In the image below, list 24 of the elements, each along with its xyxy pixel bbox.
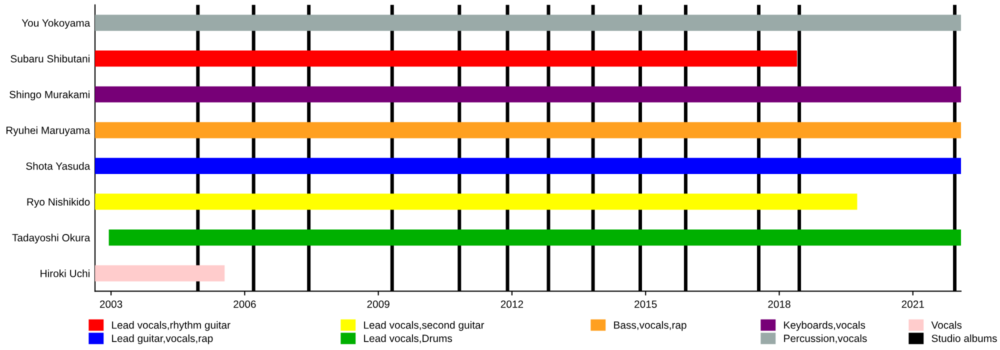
y-tick-label: Shota Yasuda xyxy=(26,162,90,170)
x-tick-label: 2006 xyxy=(234,300,256,308)
y-tick-label: Shingo Murakami xyxy=(10,90,90,100)
legend-label: Lead vocals,rhythm guitar xyxy=(112,321,230,331)
x-tick-label: 2009 xyxy=(367,300,390,308)
legend-label: Vocals xyxy=(931,321,962,329)
x-tick-label: 2018 xyxy=(768,300,790,308)
y-tick-label: Ryuhei Maruyama xyxy=(6,126,90,136)
legend-label: Bass,vocals,rap xyxy=(614,321,686,331)
x-tick-label: 2003 xyxy=(100,300,122,308)
y-tick-label: Hiroki Uchi xyxy=(40,270,90,278)
y-tick-label: You Yokoyama xyxy=(22,19,90,29)
x-tick-label: 2015 xyxy=(634,300,657,308)
x-tick-label: 2021 xyxy=(902,300,924,308)
legend-label: Lead guitar,vocals,rap xyxy=(112,334,213,344)
legend-label: Percussion,vocals xyxy=(784,334,867,344)
y-tick-label: Ryo Nishikido xyxy=(27,198,90,208)
x-tick-label: 2012 xyxy=(500,300,524,308)
y-tick-label: Subaru Shibutani xyxy=(10,54,90,62)
legend-label: Lead vocals,second guitar xyxy=(364,321,484,331)
y-tick-label: Tadayoshi Okura xyxy=(12,234,90,244)
legend-label: Studio albums xyxy=(932,334,997,342)
legend-label: Keyboards,vocals xyxy=(784,321,866,331)
legend-label: Lead vocals,Drums xyxy=(364,334,452,344)
